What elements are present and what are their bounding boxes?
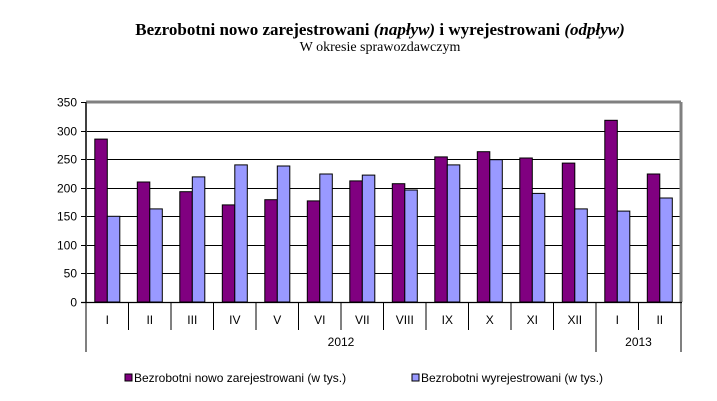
y-tick-label: 200 (57, 182, 77, 196)
legend: Bezrobotni nowo zarejestrowani (w tys.) B… (124, 371, 603, 385)
y-axis: 0 50 100 150 200 250 300 350 (57, 96, 86, 310)
x-tick-label: IV (229, 313, 240, 327)
y-tick-label: 350 (57, 96, 77, 110)
legend-swatch-deregistered (411, 373, 420, 382)
title-outflow-italic: (odpływ) (564, 20, 625, 39)
bar-deregistered (276, 165, 291, 303)
x-tick-label: I (616, 313, 619, 327)
y-tick-label: 250 (57, 153, 77, 167)
bar-registered (264, 199, 278, 303)
y-tick-label: 0 (70, 296, 77, 310)
x-tick-label: I (106, 313, 109, 327)
year-group-label: 2013 (625, 335, 652, 349)
bar-registered (646, 173, 661, 303)
chart-subtitle: W okresie sprawozdawczym (299, 40, 461, 55)
y-tick-label: 150 (57, 210, 77, 224)
y-tick-label: 100 (57, 239, 77, 253)
bar-registered (519, 157, 533, 303)
bar-deregistered (106, 215, 121, 303)
gridlines (86, 131, 681, 274)
x-tick-label: IX (442, 313, 453, 327)
x-tick-label: II (146, 313, 153, 327)
bar-deregistered (234, 164, 248, 303)
chart-title: Bezrobotni nowo zarejestrowani (napływ) … (0, 20, 717, 40)
x-tick-label: VIII (396, 313, 414, 327)
legend-label: Bezrobotni nowo zarejestrowani (w tys.) (134, 371, 346, 385)
y-tick-label: 300 (57, 125, 77, 139)
bar-registered (476, 151, 491, 303)
bar-deregistered (404, 189, 418, 303)
plot-frame (81, 100, 683, 304)
x-tick-label: VII (355, 313, 370, 327)
bar-registered (561, 162, 576, 303)
bar-deregistered (574, 208, 588, 303)
bar-registered (179, 191, 193, 303)
x-tick-label: X (486, 313, 494, 327)
bar-deregistered (319, 173, 333, 303)
y-tick-label: 50 (64, 267, 78, 281)
bar-deregistered (616, 210, 631, 303)
bar-registered (221, 204, 236, 303)
bar-deregistered (531, 192, 546, 303)
year-group-label: 2012 (328, 335, 355, 349)
bars (94, 119, 673, 303)
x-tick-label: III (187, 313, 197, 327)
legend-label: Bezrobotni wyrejestrowani (w tys.) (421, 371, 603, 385)
x-tick-label: II (656, 313, 663, 327)
x-tick-label: V (273, 313, 281, 327)
bar-deregistered (149, 208, 163, 303)
bar-deregistered (361, 174, 376, 303)
title-inflow-italic: (napływ) (373, 20, 436, 39)
bar-deregistered (659, 197, 673, 303)
bar-registered (391, 183, 406, 303)
bar-deregistered (191, 176, 206, 303)
bar-deregistered (446, 164, 461, 303)
title-text: Bezrobotni nowo zarejestrowani (135, 20, 374, 39)
x-tick-label: XII (567, 313, 582, 327)
bar-deregistered (489, 159, 503, 303)
title-text-2: i wyrejestrowani (435, 20, 565, 39)
x-tick-label: VI (314, 313, 325, 327)
bar-registered (94, 138, 108, 303)
bar-registered (349, 180, 363, 303)
bar-registered (434, 156, 448, 303)
legend-swatch-registered (124, 373, 133, 382)
bar-registered (604, 119, 618, 303)
bar-registered (136, 181, 151, 303)
bar-registered (306, 200, 321, 303)
x-tick-label: XI (527, 313, 538, 327)
